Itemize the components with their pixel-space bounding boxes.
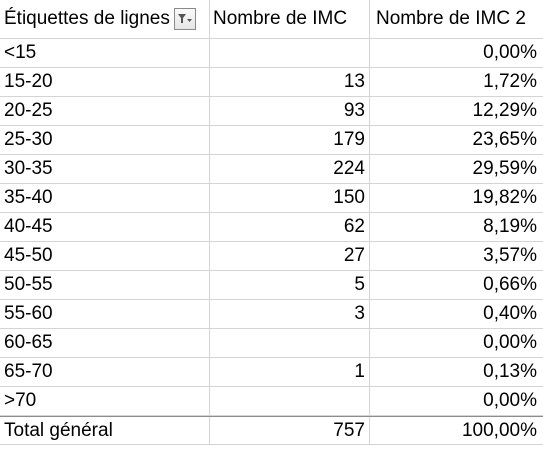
row-count: 3 [210, 300, 370, 328]
row-count [210, 329, 370, 357]
filter-dropdown-button[interactable] [173, 8, 196, 30]
row-count: 5 [210, 271, 370, 299]
row-count: 62 [210, 213, 370, 241]
table-row[interactable]: 40-45 62 8,19% [0, 213, 543, 242]
row-count: 93 [210, 97, 370, 125]
table-row[interactable]: 15-20 13 1,72% [0, 68, 543, 97]
row-percent: 1,72% [483, 71, 537, 92]
row-count: 224 [210, 155, 370, 183]
row-label: 65-70 [0, 358, 210, 386]
row-label: 15-20 [0, 68, 210, 96]
row-percent: 0,13% [483, 361, 537, 382]
row-count: 179 [210, 126, 370, 154]
table-row[interactable]: 55-60 3 0,40% [0, 300, 543, 329]
row-percent: 0,00% [483, 332, 537, 353]
filter-icon [177, 14, 192, 23]
percent-column-header[interactable]: Nombre de IMC 2 [376, 8, 526, 29]
row-percent: 0,40% [483, 303, 537, 324]
table-row[interactable]: 45-50 27 3,57% [0, 242, 543, 271]
table-row[interactable]: 60-65 0,00% [0, 329, 543, 358]
count-column-header[interactable]: Nombre de IMC [210, 0, 370, 38]
row-count: 150 [210, 184, 370, 212]
table-row[interactable]: 35-40 150 19,82% [0, 184, 543, 213]
row-labels-header[interactable]: Étiquettes de lignes [0, 0, 210, 38]
row-label: >70 [0, 387, 210, 415]
grand-total-label: Total général [0, 417, 210, 444]
row-count: 1 [210, 358, 370, 386]
row-label: 25-30 [0, 126, 210, 154]
row-count: 13 [210, 68, 370, 96]
row-label: 35-40 [0, 184, 210, 212]
table-row[interactable]: 20-25 93 12,29% [0, 97, 543, 126]
row-label: 30-35 [0, 155, 210, 183]
table-row[interactable]: 25-30 179 23,65% [0, 126, 543, 155]
row-percent: 0,00% [483, 390, 537, 411]
pivot-header-row: Étiquettes de lignes Nombre de IMC Nombr… [0, 0, 543, 39]
row-label: 45-50 [0, 242, 210, 270]
grand-total-count: 757 [210, 417, 370, 444]
table-row[interactable]: 50-55 5 0,66% [0, 271, 543, 300]
row-percent: 29,59% [472, 158, 537, 179]
row-count [210, 39, 370, 67]
table-row[interactable]: 30-35 224 29,59% [0, 155, 543, 184]
row-label: 60-65 [0, 329, 210, 357]
row-percent: 0,66% [483, 274, 537, 295]
table-row[interactable]: >70 0,00% [0, 387, 543, 416]
row-percent: 19,82% [472, 187, 537, 208]
row-count [210, 387, 370, 415]
grand-total-row[interactable]: Total général 757 100,00% [0, 416, 543, 445]
row-percent: 3,57% [483, 245, 537, 266]
row-label: <15 [0, 39, 210, 67]
row-percent: 12,29% [472, 100, 537, 121]
table-row[interactable]: <15 0,00% [0, 39, 543, 68]
grand-total-percent: 100,00% [461, 419, 537, 441]
pivot-body: <15 0,00% 15-20 13 1,72% 20-25 93 12,29% 25-30 17… [0, 39, 543, 416]
table-row[interactable]: 65-70 1 0,13% [0, 358, 543, 387]
row-percent: 23,65% [472, 129, 537, 150]
row-count: 27 [210, 242, 370, 270]
row-label: 20-25 [0, 97, 210, 125]
row-label: 40-45 [0, 213, 210, 241]
row-percent: 8,19% [483, 216, 537, 237]
row-label: 55-60 [0, 300, 210, 328]
row-label: 50-55 [0, 271, 210, 299]
row-percent: 0,00% [483, 42, 537, 63]
row-labels-header-text: Étiquettes de lignes [4, 8, 170, 29]
